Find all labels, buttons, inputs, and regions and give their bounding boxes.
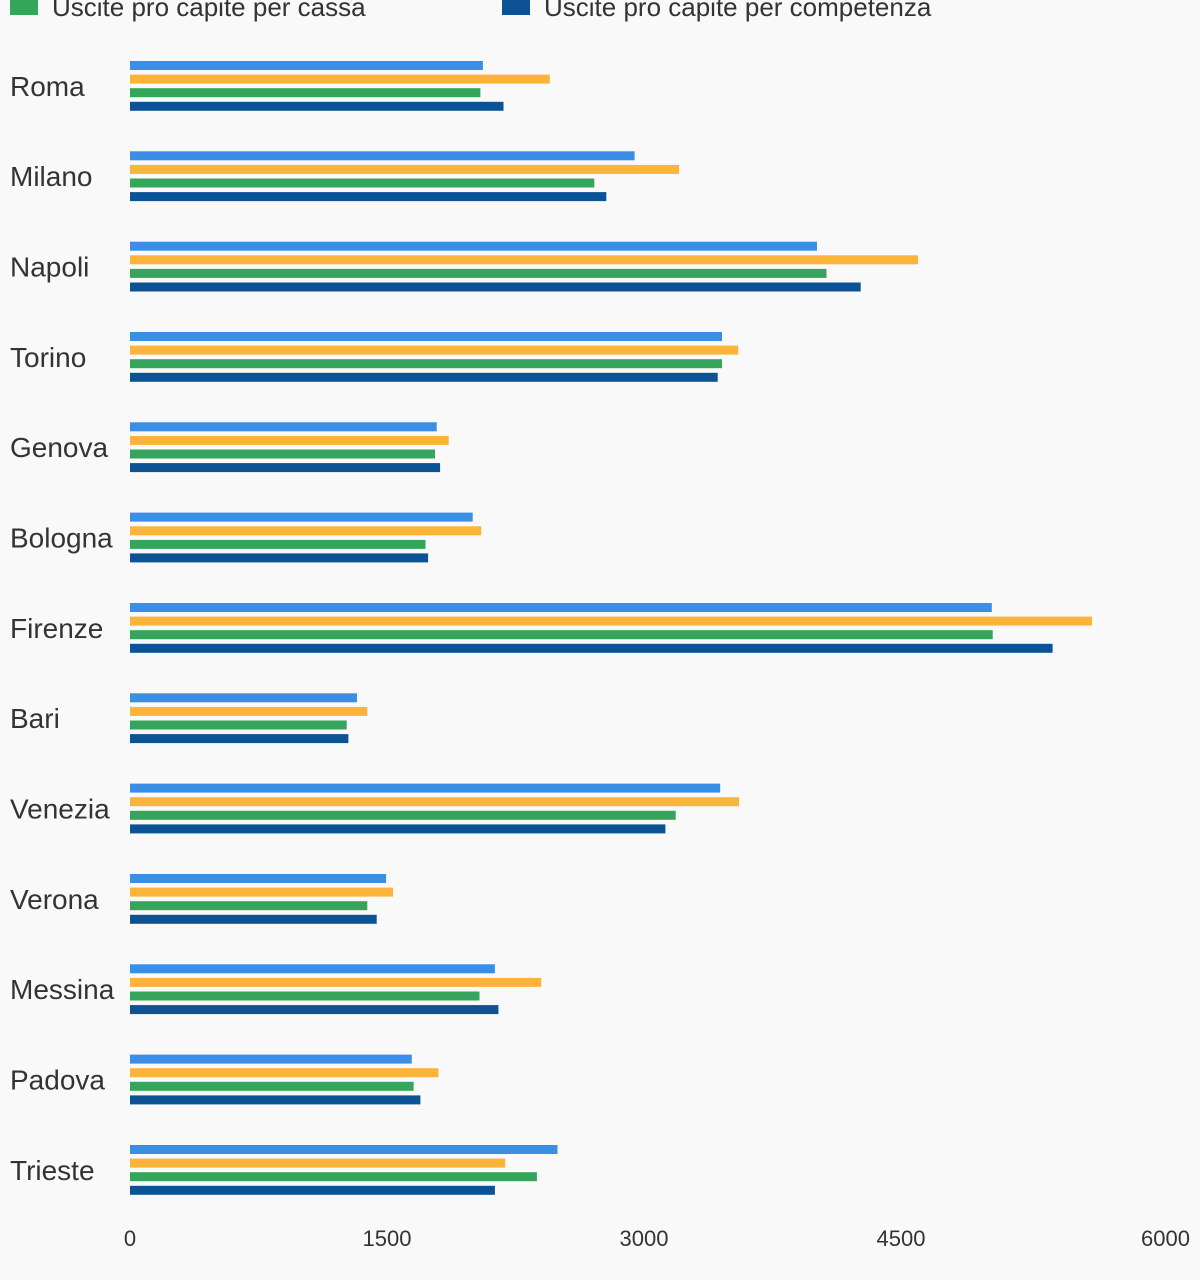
bar-group <box>130 241 919 292</box>
x-tick-label: 6000 <box>1141 1226 1190 1251</box>
bar[interactable] <box>130 616 1092 626</box>
bar[interactable] <box>130 1081 414 1091</box>
chart-bars <box>130 61 1092 1195</box>
category-label: Bari <box>10 703 60 734</box>
bar[interactable] <box>130 88 481 98</box>
x-tick-label: 3000 <box>620 1226 669 1251</box>
bar[interactable] <box>130 914 377 924</box>
bar[interactable] <box>130 783 721 793</box>
bar[interactable] <box>130 901 368 911</box>
bar[interactable] <box>130 526 482 536</box>
bar[interactable] <box>130 241 817 251</box>
bar[interactable] <box>130 797 740 807</box>
bar[interactable] <box>130 630 993 640</box>
category-label: Genova <box>10 432 108 463</box>
bar-group <box>130 422 449 473</box>
bar[interactable] <box>130 463 441 473</box>
bar[interactable] <box>130 151 635 161</box>
bar[interactable] <box>130 874 387 883</box>
bar[interactable] <box>130 345 739 355</box>
x-axis-tick-labels: 0 1500 3000 4500 6000 <box>124 1226 1190 1251</box>
bar[interactable] <box>130 553 429 563</box>
category-label: Venezia <box>10 794 110 825</box>
bar[interactable] <box>130 255 919 265</box>
bar-group <box>130 332 739 382</box>
x-tick-label: 4500 <box>877 1226 926 1251</box>
bar[interactable] <box>130 192 607 202</box>
bar[interactable] <box>130 720 347 730</box>
bar-group <box>130 1145 558 1195</box>
bar[interactable] <box>130 643 1053 653</box>
category-label: Verona <box>10 884 99 915</box>
chart-legend: Uscite pro capite per cassa Uscite pro ca… <box>10 0 932 22</box>
bar[interactable] <box>130 693 357 703</box>
bar[interactable] <box>130 734 349 744</box>
x-tick-label: 1500 <box>363 1226 412 1251</box>
bar[interactable] <box>130 332 722 341</box>
bar[interactable] <box>130 991 480 1001</box>
category-label: Firenze <box>10 613 103 644</box>
bar[interactable] <box>130 435 449 445</box>
bar[interactable] <box>130 810 676 820</box>
bar[interactable] <box>130 372 718 382</box>
bar-group <box>130 783 740 834</box>
bar[interactable] <box>130 1068 439 1078</box>
bar[interactable] <box>130 1185 495 1195</box>
bar-group <box>130 61 550 111</box>
bar[interactable] <box>130 603 992 612</box>
bar[interactable] <box>130 1095 421 1105</box>
bar[interactable] <box>130 164 680 174</box>
bar[interactable] <box>130 178 595 188</box>
category-label: Bologna <box>10 523 113 554</box>
category-label: Torino <box>10 342 86 373</box>
legend-label: Uscite pro capite per competenza <box>544 0 932 22</box>
bar[interactable] <box>130 449 435 459</box>
legend-item[interactable]: Uscite pro capite per cassa <box>10 0 366 22</box>
bar[interactable] <box>130 512 473 522</box>
bar-group <box>130 603 1092 653</box>
legend-swatch <box>10 0 38 15</box>
bar[interactable] <box>130 282 861 292</box>
bar[interactable] <box>130 101 504 111</box>
bar[interactable] <box>130 1054 412 1064</box>
bar-group <box>130 693 368 744</box>
category-label: Roma <box>10 71 85 102</box>
bar-group <box>130 1054 439 1105</box>
bar[interactable] <box>130 422 437 432</box>
category-labels: Roma Milano Napoli Torino Genova Bologna Firen… <box>10 71 115 1186</box>
bar[interactable] <box>130 977 542 987</box>
category-label: Trieste <box>10 1155 95 1186</box>
bar[interactable] <box>130 1005 499 1015</box>
bar[interactable] <box>130 824 666 834</box>
bar-group <box>130 874 393 924</box>
legend-item[interactable]: Uscite pro capite per competenza <box>502 0 932 22</box>
category-label: Messina <box>10 974 115 1005</box>
category-label: Padova <box>10 1065 105 1096</box>
bar[interactable] <box>130 268 827 278</box>
bar[interactable] <box>130 74 550 84</box>
legend-swatch <box>502 0 530 15</box>
category-label: Napoli <box>10 252 89 283</box>
bar[interactable] <box>130 1158 506 1168</box>
legend-label: Uscite pro capite per cassa <box>52 0 366 22</box>
bar-group <box>130 151 680 202</box>
bar[interactable] <box>130 61 483 70</box>
bar[interactable] <box>130 1172 537 1182</box>
bar-group <box>130 512 482 563</box>
bar[interactable] <box>130 359 722 369</box>
bar-group <box>130 964 542 1015</box>
x-tick-label: 0 <box>124 1226 136 1251</box>
bar[interactable] <box>130 539 426 549</box>
bar[interactable] <box>130 706 368 716</box>
bar[interactable] <box>130 964 495 974</box>
bar[interactable] <box>130 1145 558 1154</box>
category-label: Milano <box>10 161 92 192</box>
bar[interactable] <box>130 887 393 897</box>
